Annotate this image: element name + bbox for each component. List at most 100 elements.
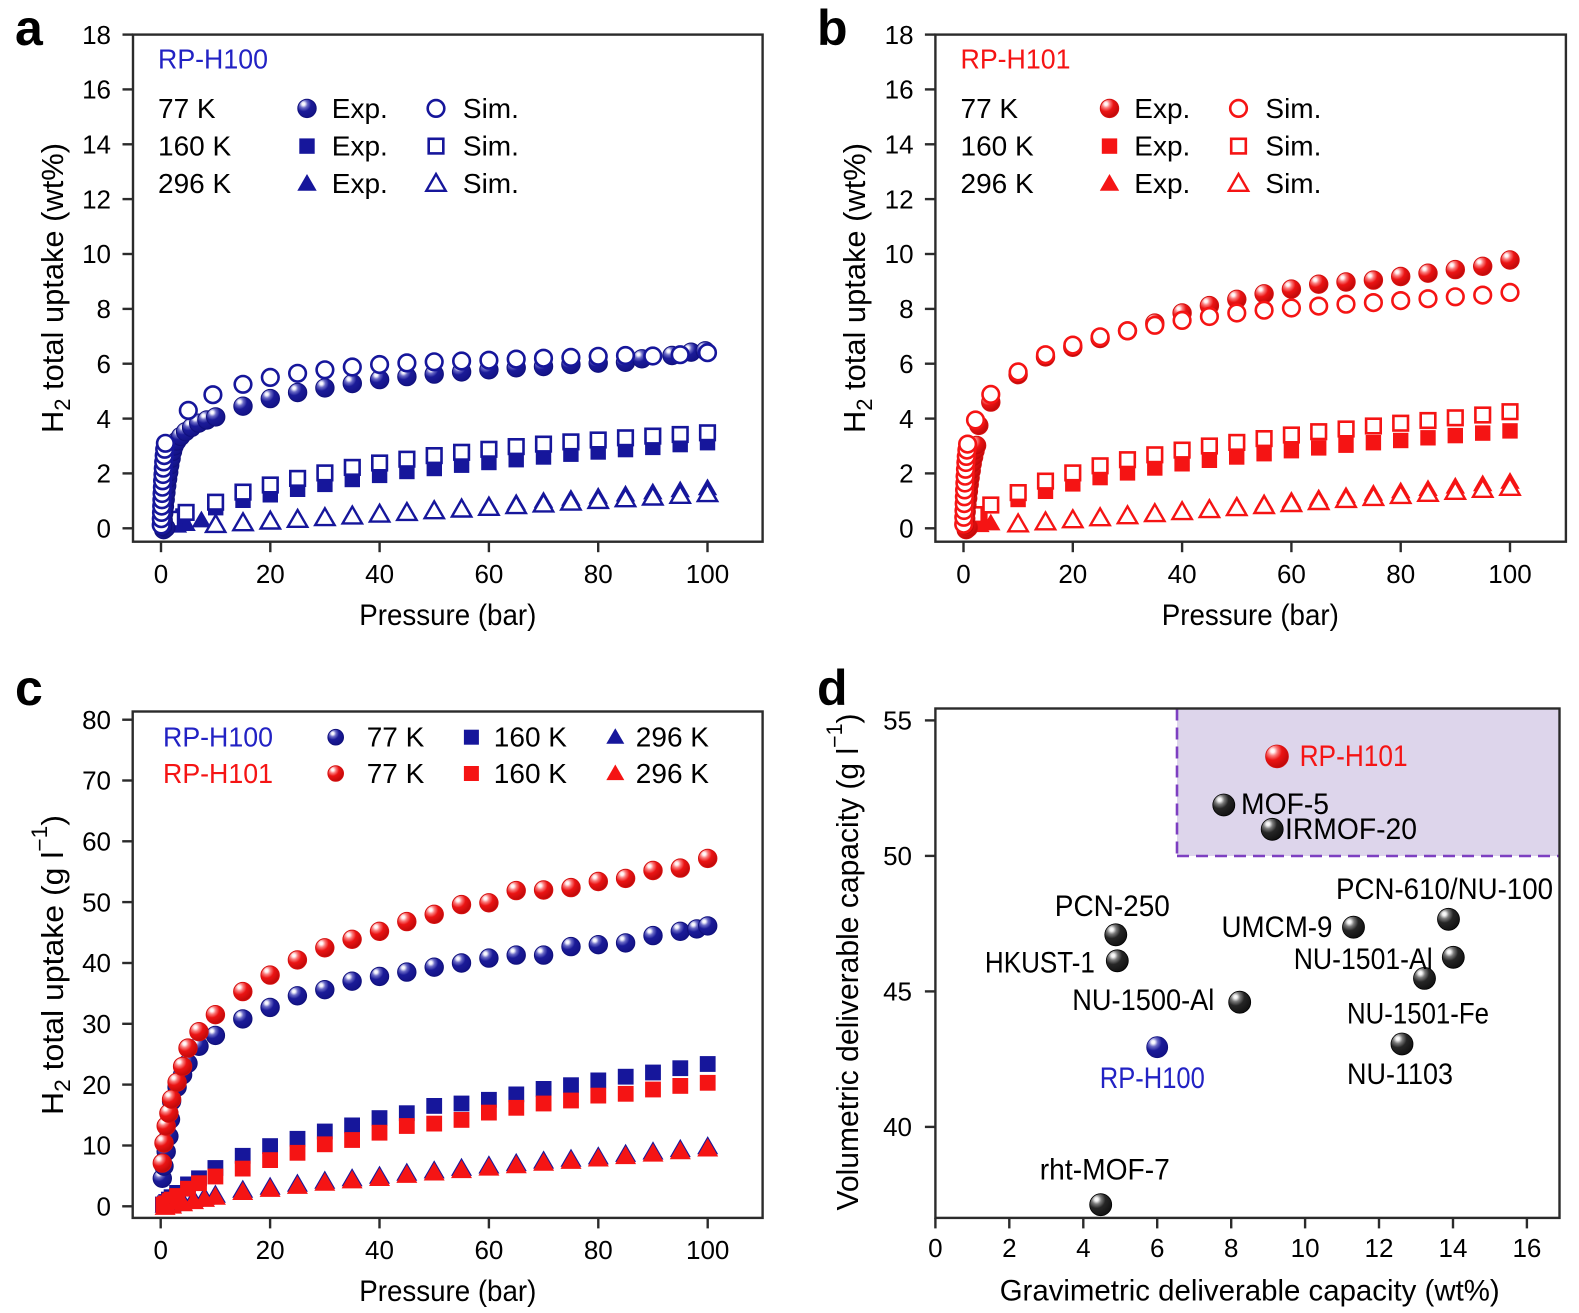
svg-text:20: 20 (256, 559, 285, 589)
svg-text:10: 10 (1291, 1233, 1320, 1263)
svg-text:Exp.: Exp. (332, 93, 388, 124)
svg-text:Sim.: Sim. (1265, 131, 1321, 162)
svg-text:296 K: 296 K (961, 168, 1034, 199)
svg-text:b: b (817, 0, 848, 56)
svg-text:rht-MOF-7: rht-MOF-7 (1040, 1154, 1170, 1187)
svg-text:Exp.: Exp. (332, 168, 388, 199)
svg-text:40: 40 (883, 1112, 912, 1142)
svg-text:Sim.: Sim. (1265, 93, 1321, 124)
svg-text:UMCM-9: UMCM-9 (1222, 911, 1333, 944)
svg-text:PCN-250: PCN-250 (1055, 890, 1170, 923)
svg-text:12: 12 (1365, 1233, 1394, 1263)
svg-text:6: 6 (1150, 1233, 1164, 1263)
svg-text:60: 60 (82, 827, 111, 857)
svg-text:10: 10 (885, 239, 914, 269)
svg-text:a: a (15, 0, 44, 56)
svg-text:0: 0 (97, 1192, 111, 1222)
svg-text:10: 10 (82, 239, 111, 269)
svg-text:Pressure (bar): Pressure (bar) (359, 599, 536, 632)
svg-text:H2 total uptake (wt%): H2 total uptake (wt%) (35, 143, 75, 433)
svg-text:80: 80 (82, 705, 111, 735)
svg-text:Sim.: Sim. (463, 168, 519, 199)
svg-text:16: 16 (1512, 1233, 1541, 1263)
svg-text:16: 16 (885, 75, 914, 105)
svg-text:20: 20 (256, 1235, 285, 1265)
svg-text:10: 10 (82, 1131, 111, 1161)
svg-text:50: 50 (82, 887, 111, 917)
svg-text:2: 2 (1002, 1233, 1016, 1263)
svg-text:Volumetric deliverable capacit: Volumetric deliverable capacity (g l−1) (822, 713, 865, 1210)
svg-text:PCN-610/NU-100: PCN-610/NU-100 (1336, 873, 1553, 906)
svg-text:0: 0 (97, 514, 111, 544)
svg-text:20: 20 (82, 1070, 111, 1100)
svg-text:Exp.: Exp. (1134, 93, 1190, 124)
svg-text:HKUST-1: HKUST-1 (985, 946, 1095, 979)
svg-text:160 K: 160 K (158, 131, 231, 162)
svg-text:77 K: 77 K (158, 93, 216, 124)
svg-text:2: 2 (97, 459, 111, 489)
svg-text:RP-H100: RP-H100 (1100, 1062, 1205, 1095)
svg-text:296 K: 296 K (636, 758, 709, 789)
svg-text:c: c (15, 660, 43, 716)
svg-text:Exp.: Exp. (1134, 168, 1190, 199)
svg-text:12: 12 (885, 184, 914, 214)
svg-text:6: 6 (899, 349, 913, 379)
svg-text:RP-H101: RP-H101 (1300, 740, 1408, 773)
svg-text:18: 18 (885, 20, 914, 50)
svg-text:Sim.: Sim. (1265, 168, 1321, 199)
svg-text:100: 100 (1488, 559, 1531, 589)
svg-text:RP-H100: RP-H100 (158, 44, 268, 75)
svg-text:Sim.: Sim. (463, 93, 519, 124)
svg-text:H2 total uptake (g l−1): H2 total uptake (g l−1) (27, 815, 75, 1115)
svg-text:20: 20 (1058, 559, 1087, 589)
svg-text:296 K: 296 K (158, 168, 231, 199)
svg-text:Exp.: Exp. (332, 131, 388, 162)
svg-text:MOF-5: MOF-5 (1241, 788, 1329, 821)
svg-text:NU-1500-Al: NU-1500-Al (1072, 984, 1214, 1017)
svg-text:18: 18 (82, 20, 111, 50)
svg-text:30: 30 (82, 1009, 111, 1039)
svg-text:Exp.: Exp. (1134, 131, 1190, 162)
svg-text:100: 100 (686, 1235, 729, 1265)
svg-text:160 K: 160 K (494, 722, 567, 753)
svg-text:60: 60 (474, 1235, 503, 1265)
svg-text:14: 14 (885, 130, 914, 160)
svg-text:d: d (817, 660, 848, 716)
svg-text:80: 80 (584, 559, 613, 589)
svg-text:8: 8 (97, 294, 111, 324)
svg-text:IRMOF-20: IRMOF-20 (1285, 813, 1417, 846)
svg-text:0: 0 (153, 1235, 167, 1265)
svg-text:100: 100 (686, 559, 729, 589)
svg-text:80: 80 (1386, 559, 1415, 589)
svg-text:0: 0 (899, 514, 913, 544)
svg-text:296 K: 296 K (636, 722, 709, 753)
svg-text:4: 4 (899, 404, 913, 434)
svg-text:160 K: 160 K (494, 758, 567, 789)
svg-text:Pressure (bar): Pressure (bar) (359, 1275, 536, 1308)
svg-text:12: 12 (82, 184, 111, 214)
svg-text:77 K: 77 K (367, 722, 425, 753)
svg-text:Gravimetric deliverable capaci: Gravimetric deliverable capacity (wt%) (1000, 1275, 1500, 1308)
svg-text:Sim.: Sim. (463, 131, 519, 162)
svg-text:40: 40 (365, 559, 394, 589)
svg-text:14: 14 (1439, 1233, 1468, 1263)
svg-text:45: 45 (883, 977, 912, 1007)
svg-text:8: 8 (899, 294, 913, 324)
svg-text:6: 6 (97, 349, 111, 379)
svg-text:Pressure (bar): Pressure (bar) (1162, 599, 1339, 632)
svg-text:77 K: 77 K (367, 758, 425, 789)
svg-text:H2 total uptake (wt%): H2 total uptake (wt%) (837, 143, 877, 433)
svg-text:160 K: 160 K (961, 131, 1034, 162)
svg-text:0: 0 (928, 1233, 942, 1263)
svg-text:NU-1501-Fe: NU-1501-Fe (1347, 998, 1489, 1031)
svg-text:0: 0 (956, 559, 970, 589)
svg-text:RP-H101: RP-H101 (163, 758, 273, 789)
svg-text:60: 60 (474, 559, 503, 589)
svg-text:80: 80 (584, 1235, 613, 1265)
svg-text:14: 14 (82, 130, 111, 160)
svg-text:60: 60 (1277, 559, 1306, 589)
svg-text:40: 40 (1168, 559, 1197, 589)
svg-text:RP-H100: RP-H100 (163, 722, 273, 753)
svg-text:8: 8 (1224, 1233, 1238, 1263)
svg-text:2: 2 (899, 459, 913, 489)
